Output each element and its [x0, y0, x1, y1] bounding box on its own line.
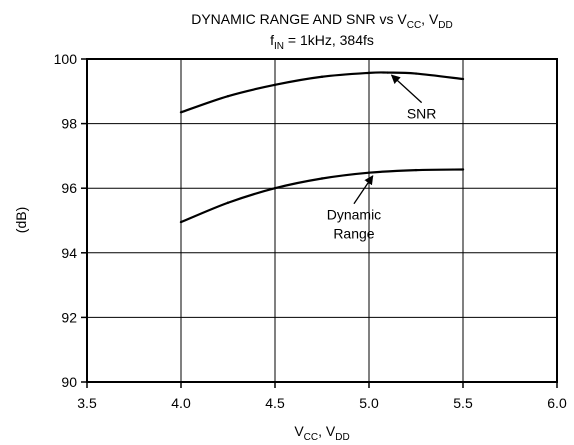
- annotations: SNR Dynamic Range: [327, 74, 437, 242]
- annotation-1: Dynamic Range: [327, 175, 381, 242]
- y-tick-label: 100: [54, 51, 78, 67]
- y-axis-ticks: 90 92 94 96 98 100: [54, 51, 87, 390]
- y-axis-label: (dB): [13, 207, 29, 233]
- data-point: [414, 72, 418, 75]
- text-part: , V: [318, 423, 336, 439]
- series-0: [179, 71, 465, 114]
- y-tick-label: 92: [61, 309, 77, 325]
- text-part: IN: [274, 41, 284, 52]
- chart-title: DYNAMIC RANGE AND SNR vs VCC, VDD: [191, 11, 453, 31]
- y-tick-label: 90: [61, 374, 77, 390]
- data-point: [179, 111, 183, 114]
- y-tick-label: 94: [61, 245, 77, 261]
- x-axis-label: VCC, VDD: [294, 423, 349, 443]
- data-point: [320, 177, 324, 180]
- data-point: [367, 171, 371, 174]
- x-tick-label: 6.0: [547, 395, 567, 411]
- data-point: [367, 71, 371, 75]
- chart-subtitle: fIN = 1kHz, 384fs: [270, 32, 374, 52]
- data-point: [461, 77, 465, 81]
- data-point: [414, 168, 418, 172]
- data-point: [273, 83, 277, 87]
- annotation-label: Dynamic: [327, 207, 381, 223]
- x-tick-label: 4.5: [265, 395, 285, 411]
- annotation-arrow: [390, 74, 423, 104]
- text-part: DD: [335, 432, 349, 443]
- annotation-label: SNR: [407, 106, 437, 122]
- y-tick-label: 98: [61, 116, 77, 132]
- series-line: [180, 71, 464, 114]
- text-part: DD: [438, 20, 452, 31]
- text-part: V: [294, 423, 304, 439]
- x-tick-label: 5.0: [359, 395, 379, 411]
- text-part: = 1kHz, 384fs: [284, 32, 374, 48]
- data-point: [386, 71, 389, 74]
- annotation-label: Range: [333, 226, 374, 242]
- text-part: CC: [304, 432, 318, 443]
- data-point: [226, 94, 230, 98]
- plot-frame: [86, 58, 558, 383]
- annotation-0: SNR: [390, 74, 437, 122]
- data-point: [320, 75, 324, 78]
- data-point: [226, 201, 230, 204]
- x-tick-label: 3.5: [77, 395, 97, 411]
- x-tick-label: 4.0: [171, 395, 191, 411]
- series-layer: [179, 71, 465, 224]
- y-tick-label: 96: [61, 180, 77, 196]
- x-tick-label: 5.5: [453, 395, 473, 411]
- data-point: [461, 168, 465, 171]
- grid: [87, 59, 557, 382]
- text-part: CC: [407, 20, 421, 31]
- text-part: f: [270, 32, 274, 48]
- text-part: DYNAMIC RANGE AND SNR vs V: [191, 11, 407, 27]
- annotation-arrow: [353, 175, 374, 205]
- text-part: , V: [421, 11, 439, 27]
- x-axis-ticks: 3.5 4.0 4.5 5.0 5.5 6.0: [77, 382, 567, 411]
- series-1: [179, 168, 465, 224]
- data-point: [179, 220, 183, 224]
- data-point: [273, 187, 277, 190]
